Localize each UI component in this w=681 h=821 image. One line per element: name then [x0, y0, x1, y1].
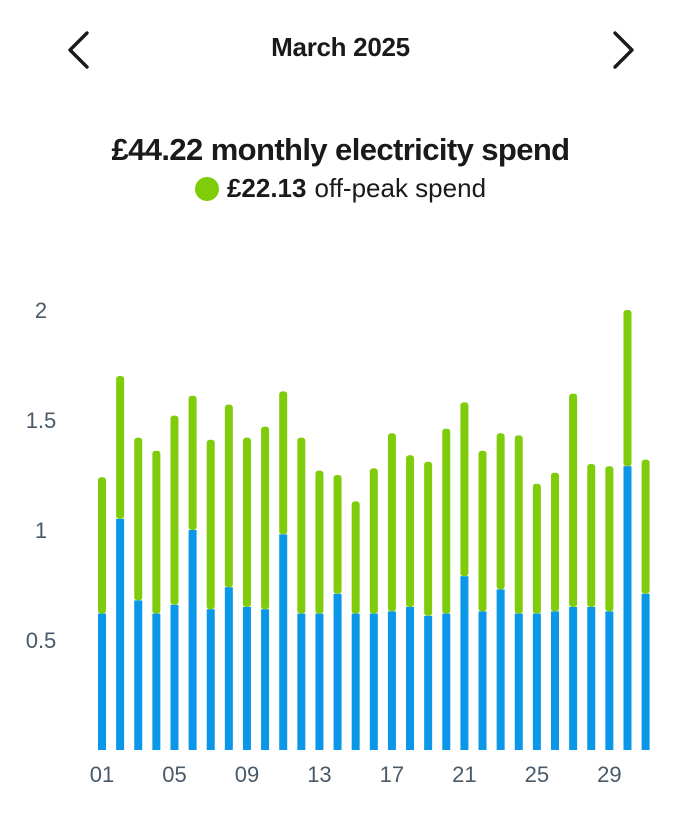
bar-offpeak-21[interactable] [460, 576, 469, 750]
bar-peak-19[interactable] [424, 461, 433, 616]
offpeak-legend-dot [194, 176, 219, 201]
bar-peak-16[interactable] [369, 468, 378, 614]
bar-offpeak-19[interactable] [424, 615, 433, 750]
y-tick-label: 1 [35, 518, 47, 543]
bar-peak-11[interactable] [279, 391, 288, 535]
x-tick-label: 13 [307, 762, 331, 787]
bar-peak-02[interactable] [116, 376, 125, 519]
bar-offpeak-18[interactable] [406, 607, 415, 750]
bar-offpeak-28[interactable] [587, 607, 596, 750]
bar-offpeak-15[interactable] [351, 613, 360, 750]
bar-offpeak-27[interactable] [569, 607, 578, 750]
bar-offpeak-17[interactable] [387, 611, 396, 750]
bar-peak-13[interactable] [315, 470, 324, 614]
bar-offpeak-06[interactable] [188, 530, 197, 750]
bar-offpeak-07[interactable] [206, 609, 215, 750]
bar-peak-30[interactable] [623, 310, 632, 467]
bar-peak-14[interactable] [333, 475, 342, 594]
bar-peak-24[interactable] [514, 435, 523, 614]
x-tick-label: 21 [452, 762, 476, 787]
x-tick-label: 25 [525, 762, 549, 787]
bar-peak-31[interactable] [641, 459, 650, 594]
bar-offpeak-11[interactable] [279, 534, 288, 750]
bar-peak-21[interactable] [460, 402, 469, 577]
x-tick-label: 09 [235, 762, 259, 787]
bar-offpeak-05[interactable] [170, 604, 179, 750]
next-month-button[interactable] [602, 28, 646, 72]
offpeak-label: off-peak spend [314, 173, 487, 203]
bar-offpeak-31[interactable] [641, 593, 650, 750]
bar-peak-03[interactable] [134, 437, 143, 601]
bar-peak-09[interactable] [242, 437, 251, 607]
bar-peak-18[interactable] [406, 455, 415, 607]
bar-peak-23[interactable] [496, 433, 505, 590]
bar-peak-25[interactable] [532, 483, 541, 614]
bar-offpeak-25[interactable] [532, 613, 541, 750]
offpeak-amount: £22.13 [226, 173, 307, 203]
bar-offpeak-29[interactable] [605, 611, 614, 750]
y-tick-label: 0.5 [26, 628, 57, 653]
bar-peak-28[interactable] [587, 464, 596, 607]
bar-offpeak-23[interactable] [496, 589, 505, 750]
bar-peak-01[interactable] [98, 477, 106, 614]
chevron-right-icon [613, 31, 634, 69]
bar-peak-15[interactable] [351, 501, 360, 614]
bar-peak-22[interactable] [478, 450, 487, 612]
bar-offpeak-14[interactable] [333, 593, 342, 750]
bar-peak-12[interactable] [297, 437, 306, 614]
prev-month-button[interactable] [56, 28, 100, 72]
bar-peak-06[interactable] [188, 395, 197, 530]
y-tick-label: 2 [35, 298, 47, 323]
bar-offpeak-26[interactable] [551, 611, 559, 750]
bar-offpeak-09[interactable] [242, 607, 251, 750]
monthly-spend-summary: £44.22 monthly electricity spend [111, 132, 570, 167]
bar-offpeak-03[interactable] [134, 600, 143, 750]
bar-offpeak-08[interactable] [224, 587, 233, 750]
bar-offpeak-20[interactable] [442, 613, 451, 750]
bar-offpeak-30[interactable] [623, 466, 632, 750]
bar-offpeak-01[interactable] [98, 613, 106, 750]
offpeak-legend: £22.13 off-peak spend [0, 173, 681, 204]
bar-peak-07[interactable] [206, 439, 215, 610]
bar-offpeak-02[interactable] [116, 519, 125, 750]
x-tick-label: 01 [90, 762, 114, 787]
bar-offpeak-24[interactable] [514, 613, 523, 750]
bar-offpeak-22[interactable] [478, 611, 487, 750]
bar-offpeak-16[interactable] [369, 613, 378, 750]
x-tick-label: 17 [380, 762, 404, 787]
bar-peak-26[interactable] [551, 472, 559, 612]
bar-peak-10[interactable] [261, 426, 270, 610]
chevron-left-icon [68, 31, 89, 69]
x-tick-label: 05 [162, 762, 186, 787]
bar-offpeak-10[interactable] [261, 609, 270, 750]
bar-offpeak-04[interactable] [152, 613, 161, 750]
bar-offpeak-13[interactable] [315, 613, 324, 750]
y-tick-label: 1.5 [26, 408, 57, 433]
bar-peak-17[interactable] [387, 433, 396, 612]
bar-peak-20[interactable] [442, 428, 451, 614]
bar-peak-04[interactable] [152, 450, 161, 614]
x-tick-label: 29 [597, 762, 621, 787]
month-title: March 2025 [271, 32, 410, 62]
bar-peak-29[interactable] [605, 466, 614, 612]
bar-peak-08[interactable] [224, 404, 233, 588]
bar-peak-05[interactable] [170, 415, 179, 605]
bar-offpeak-12[interactable] [297, 613, 306, 750]
bar-peak-27[interactable] [569, 393, 578, 607]
